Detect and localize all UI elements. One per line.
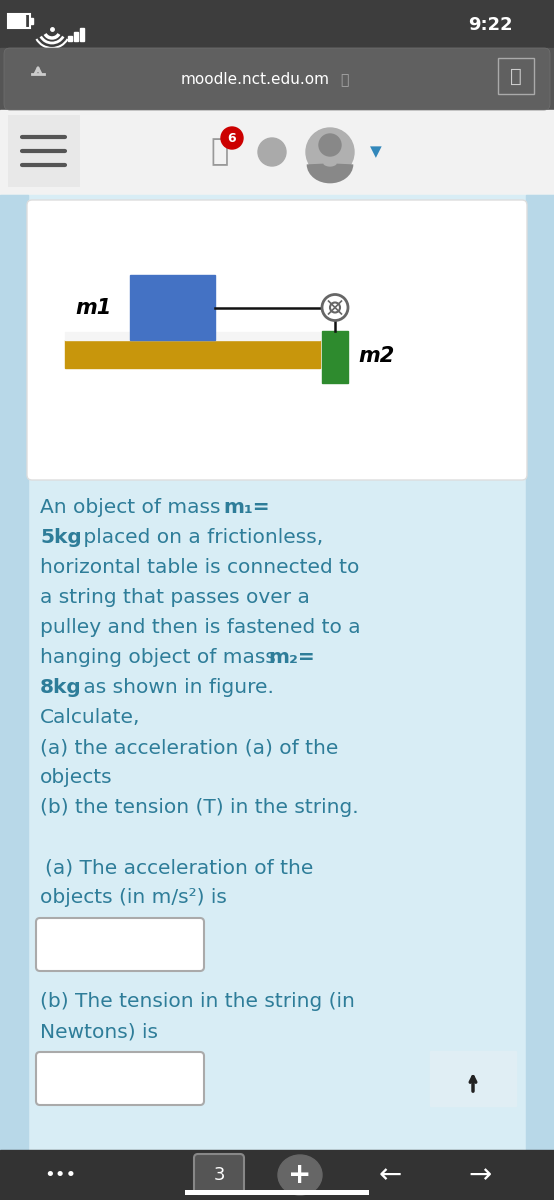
Bar [130,275,215,340]
Bar [68,36,72,41]
Text: horizontal table is connected to: horizontal table is connected to [40,558,360,577]
Bar [9,14,25,26]
Text: 🔒: 🔒 [340,73,348,86]
Circle shape [258,138,286,166]
Circle shape [319,134,341,156]
FancyBboxPatch shape [194,1154,244,1194]
Text: (b) The tension in the string (in: (b) The tension in the string (in [40,992,355,1010]
Bar [74,32,78,41]
Bar [185,1190,369,1195]
Bar [8,14,30,28]
Bar [0,194,554,1150]
Text: a string that passes over a: a string that passes over a [40,588,310,607]
FancyBboxPatch shape [36,918,204,971]
Bar [80,28,84,41]
Bar [0,1150,554,1200]
Text: ▼: ▼ [370,144,382,160]
Text: m2: m2 [358,347,394,366]
Bar [0,48,554,110]
Text: objects: objects [40,768,112,787]
Text: 8kg: 8kg [40,678,82,697]
FancyBboxPatch shape [27,200,527,480]
Bar [430,1051,516,1106]
Bar [322,330,348,383]
Text: pulley and then is fastened to a: pulley and then is fastened to a [40,618,361,637]
Bar [526,194,554,1150]
Text: 🔔: 🔔 [211,138,229,167]
Circle shape [330,302,340,312]
Text: +: + [288,1162,312,1189]
Text: 9:22: 9:22 [468,16,512,34]
Bar [0,194,28,1150]
FancyBboxPatch shape [4,48,550,110]
FancyBboxPatch shape [36,1052,204,1105]
Text: m1: m1 [76,298,112,318]
Text: Calculate,: Calculate, [40,708,141,727]
Text: moodle.nct.edu.om: moodle.nct.edu.om [181,72,330,88]
Bar [0,110,554,194]
Text: m₂=: m₂= [268,648,315,667]
Bar [0,0,554,48]
Ellipse shape [278,1154,322,1195]
Bar [8,115,80,187]
Circle shape [322,294,348,320]
Text: (a) The acceleration of the: (a) The acceleration of the [45,858,314,877]
Text: 3: 3 [213,1166,225,1184]
Text: Newtons) is: Newtons) is [40,1022,158,1040]
Bar [498,58,534,94]
Text: 5kg: 5kg [40,528,82,547]
Text: placed on a frictionless,: placed on a frictionless, [77,528,323,547]
Text: •••: ••• [44,1166,76,1184]
Circle shape [221,127,243,149]
Text: (a) the acceleration (a) of the: (a) the acceleration (a) of the [40,738,338,757]
Bar [30,18,33,24]
Text: hanging object of mass: hanging object of mass [40,648,282,667]
Text: (b) the tension (T) in the string.: (b) the tension (T) in the string. [40,798,358,817]
Text: 6: 6 [228,132,237,144]
Bar [65,340,320,368]
Text: ←: ← [378,1162,402,1189]
Text: as shown in figure.: as shown in figure. [77,678,274,697]
Text: 🔑: 🔑 [510,66,522,85]
Circle shape [306,128,354,176]
Text: m₁=: m₁= [223,498,270,517]
Bar [65,332,320,340]
Text: An object of mass: An object of mass [40,498,227,517]
Text: objects (in m/s²) is: objects (in m/s²) is [40,888,227,907]
Text: →: → [468,1162,491,1189]
